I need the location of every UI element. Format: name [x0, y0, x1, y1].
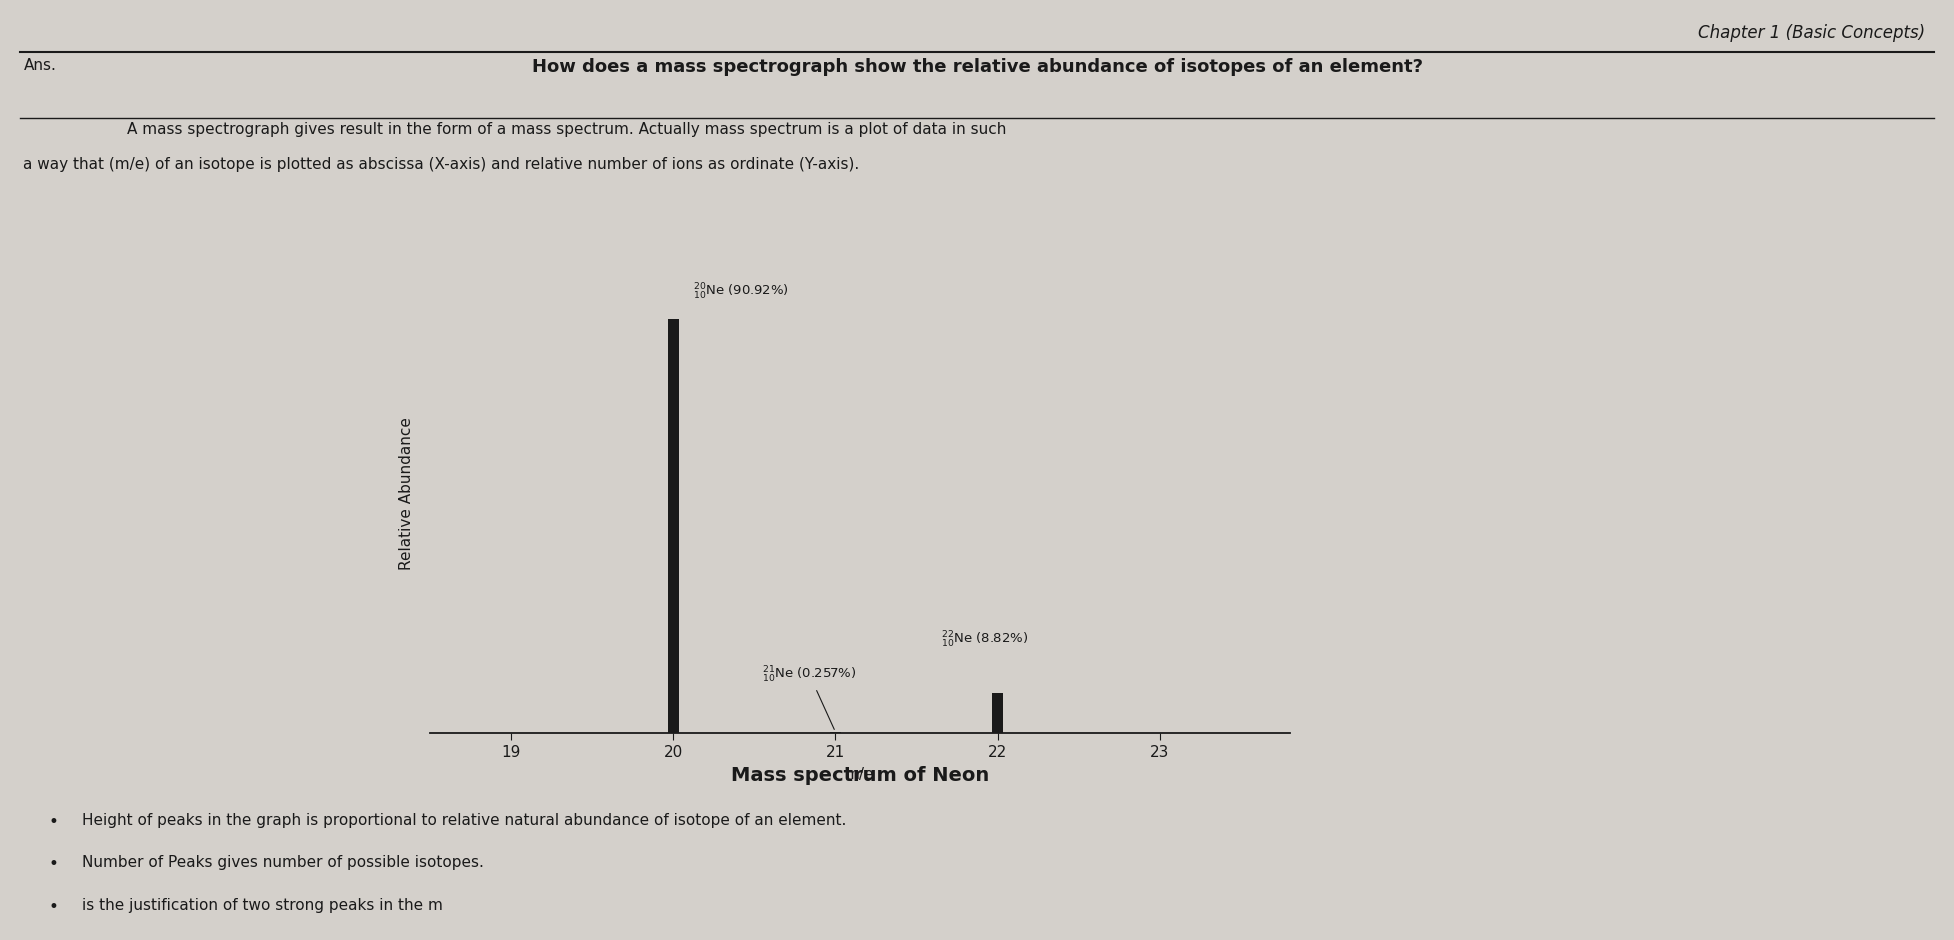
Bar — [993, 693, 1002, 733]
Text: A mass spectrograph gives result in the form of a mass spectrum. Actually mass s: A mass spectrograph gives result in the … — [127, 122, 1006, 137]
Text: •: • — [49, 898, 59, 916]
Text: •: • — [49, 813, 59, 831]
X-axis label: m/e: m/e — [844, 767, 875, 782]
Text: a way that (m/e) of an isotope is plotted as abscissa (X-axis) and relative numb: a way that (m/e) of an isotope is plotte… — [23, 157, 860, 172]
Text: •: • — [49, 855, 59, 873]
Bar — [830, 732, 840, 733]
Text: Ans.: Ans. — [23, 58, 57, 73]
Text: $^{20}_{10}$Ne (90.92%): $^{20}_{10}$Ne (90.92%) — [692, 282, 789, 303]
Text: Height of peaks in the graph is proportional to relative natural abundance of is: Height of peaks in the graph is proporti… — [82, 813, 846, 828]
Text: Mass spectrum of Neon: Mass spectrum of Neon — [731, 766, 989, 785]
Text: How does a mass spectrograph show the relative abundance of isotopes of an eleme: How does a mass spectrograph show the re… — [531, 58, 1423, 76]
Text: $^{22}_{10}$Ne (8.82%): $^{22}_{10}$Ne (8.82%) — [942, 630, 1028, 650]
Text: Relative Abundance: Relative Abundance — [399, 417, 414, 570]
Text: Chapter 1 (Basic Concepts): Chapter 1 (Basic Concepts) — [1698, 24, 1925, 41]
Bar — [668, 319, 678, 733]
Text: is the justification of two strong peaks in the m: is the justification of two strong peaks… — [82, 898, 444, 913]
Text: Number of Peaks gives number of possible isotopes.: Number of Peaks gives number of possible… — [82, 855, 485, 870]
Text: $^{21}_{10}$Ne (0.257%): $^{21}_{10}$Ne (0.257%) — [762, 666, 858, 729]
